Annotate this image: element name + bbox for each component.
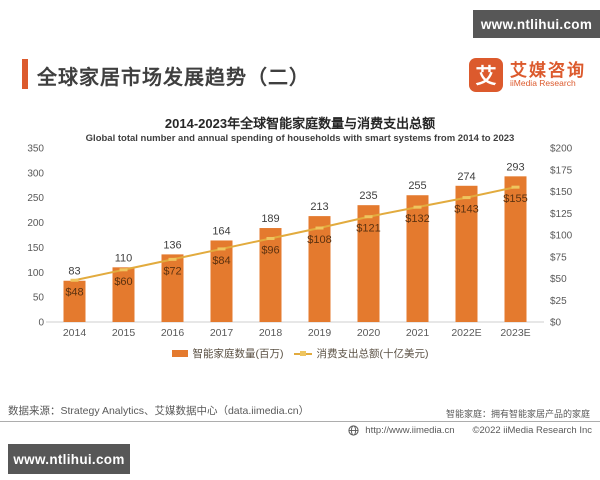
bar-2015 — [112, 267, 135, 322]
chart-subtitle: Global total number and annual spending … — [85, 133, 515, 144]
footer-copyright-row: http://www.iimedia.cn ©2022 iiMedia Rese… — [348, 425, 592, 436]
bar-value-label: 213 — [310, 201, 328, 213]
bar-value-label: 274 — [457, 171, 475, 183]
right-axis-tick: $25 — [550, 296, 567, 307]
left-axis-tick: 50 — [33, 293, 45, 304]
footer-copyright: ©2022 iiMedia Research Inc — [472, 425, 592, 436]
right-axis-tick: $175 — [550, 165, 573, 176]
x-axis-label-2019: 2019 — [308, 327, 332, 339]
left-axis-tick: 0 — [38, 318, 44, 329]
spending-line — [74, 186, 516, 282]
line-value-label: $155 — [503, 193, 527, 205]
line-value-label: $48 — [65, 287, 83, 299]
combo-chart: 350 300 250 200 150 100 50 0 $200 $175 $150 $125 $10… — [27, 144, 573, 340]
right-axis-tick: $75 — [550, 252, 567, 263]
bar-2021 — [406, 195, 429, 322]
globe-icon — [348, 425, 359, 436]
bar-2016 — [161, 254, 184, 322]
line-series-swatch-icon — [293, 351, 312, 356]
line-marker-2015 — [119, 268, 128, 272]
x-axis-label-2023E: 2023E — [500, 327, 530, 339]
bar-value-label: 164 — [212, 225, 230, 237]
x-axis-label-2022E: 2022E — [451, 327, 481, 339]
data-source-text: 数据来源：Strategy Analytics、艾媒数据中心（data.iime… — [8, 405, 310, 417]
page-title: 全球家居市场发展趋势（二） — [37, 67, 310, 89]
line-value-label: $121 — [356, 223, 380, 235]
chart-title: 2014-2023年全球智能家庭数量与消费支出总额 — [164, 116, 436, 131]
watermark-bottom-left: www.ntlihui.com — [8, 444, 130, 474]
left-axis-tick: 300 — [27, 168, 44, 179]
line-marker-2023E — [511, 185, 520, 189]
bar-value-label: 255 — [408, 180, 426, 192]
line-marker-2017 — [217, 247, 226, 251]
line-value-label: $108 — [307, 234, 331, 246]
left-axis-tick: 350 — [27, 144, 44, 155]
line-value-label: $132 — [405, 213, 429, 225]
bar-value-label: 235 — [359, 190, 377, 202]
left-axis-tick: 150 — [27, 243, 44, 254]
bar-series-swatch-icon — [171, 350, 188, 357]
bar-value-label: 110 — [115, 252, 133, 264]
right-axis-tick: $50 — [550, 274, 567, 285]
bar-2023E — [504, 176, 527, 322]
right-axis-tick: $150 — [550, 187, 573, 198]
left-axis-tick: 250 — [27, 193, 44, 204]
title-accent-bar — [22, 59, 28, 89]
bar-2019 — [308, 216, 331, 322]
bar-2022E — [455, 185, 478, 322]
line-value-label: $84 — [212, 255, 230, 267]
right-axis-tick: $200 — [550, 144, 573, 155]
bar-value-label: 136 — [163, 239, 181, 251]
iimedia-logo-icon: 艾 — [469, 58, 503, 92]
bar-value-label: 189 — [261, 213, 279, 225]
line-marker-2020 — [364, 215, 373, 219]
bar-value-label: 293 — [506, 161, 524, 173]
x-axis-label-2020: 2020 — [357, 327, 381, 339]
legend-item-line-series: 消费支出总额(十亿美元) — [293, 346, 429, 361]
bar-2018 — [259, 228, 282, 322]
iimedia-logo: 艾 艾媒咨询 iiMedia Research — [469, 58, 586, 92]
right-axis-tick: $0 — [550, 318, 562, 329]
right-axis-tick: $100 — [550, 231, 573, 242]
definition-note-text: 智能家庭：拥有智能家居产品的家庭 — [445, 409, 590, 419]
watermark-top-right: www.ntlihui.com — [473, 10, 600, 38]
left-axis-tick: 100 — [27, 268, 44, 279]
line-marker-2018 — [266, 236, 275, 240]
line-value-label: $60 — [114, 276, 132, 288]
x-axis-label-2014: 2014 — [63, 327, 87, 339]
line-marker-2021 — [413, 205, 422, 209]
line-marker-2016 — [168, 257, 177, 261]
bar-2017 — [210, 240, 233, 322]
logo-brand-en: iiMedia Research — [510, 78, 576, 89]
x-axis-label-2016: 2016 — [161, 327, 185, 339]
left-axis-tick: 200 — [27, 218, 44, 229]
legend-item-bar-series: 智能家庭数量(百万) — [171, 346, 284, 361]
x-axis-label-2021: 2021 — [406, 327, 430, 339]
right-axis-tick: $125 — [550, 209, 573, 220]
footer-website: http://www.iimedia.cn — [365, 425, 455, 436]
line-marker-2014 — [70, 278, 79, 282]
line-marker-2019 — [315, 226, 324, 230]
line-value-label: $72 — [163, 265, 181, 277]
line-marker-2022E — [462, 196, 471, 200]
bar-2020 — [357, 205, 380, 322]
x-axis-label-2015: 2015 — [112, 327, 136, 339]
footer-divider — [0, 421, 600, 422]
bar-2014 — [63, 280, 86, 322]
bar-series-label: 智能家庭数量(百万) — [192, 348, 284, 360]
line-series-label: 消费支出总额(十亿美元) — [316, 348, 429, 360]
iimedia-logo-text: 艾媒咨询 iiMedia Research — [510, 60, 586, 89]
logo-brand-cn: 艾媒咨询 — [510, 60, 586, 80]
x-axis-label-2017: 2017 — [210, 327, 234, 339]
line-value-label: $96 — [261, 244, 279, 256]
x-axis-label-2018: 2018 — [259, 327, 283, 339]
chart-legend: 智能家庭数量(百万) 消费支出总额(十亿美元) — [0, 346, 600, 361]
line-value-label: $143 — [454, 204, 478, 216]
bar-value-label: 83 — [68, 266, 80, 278]
